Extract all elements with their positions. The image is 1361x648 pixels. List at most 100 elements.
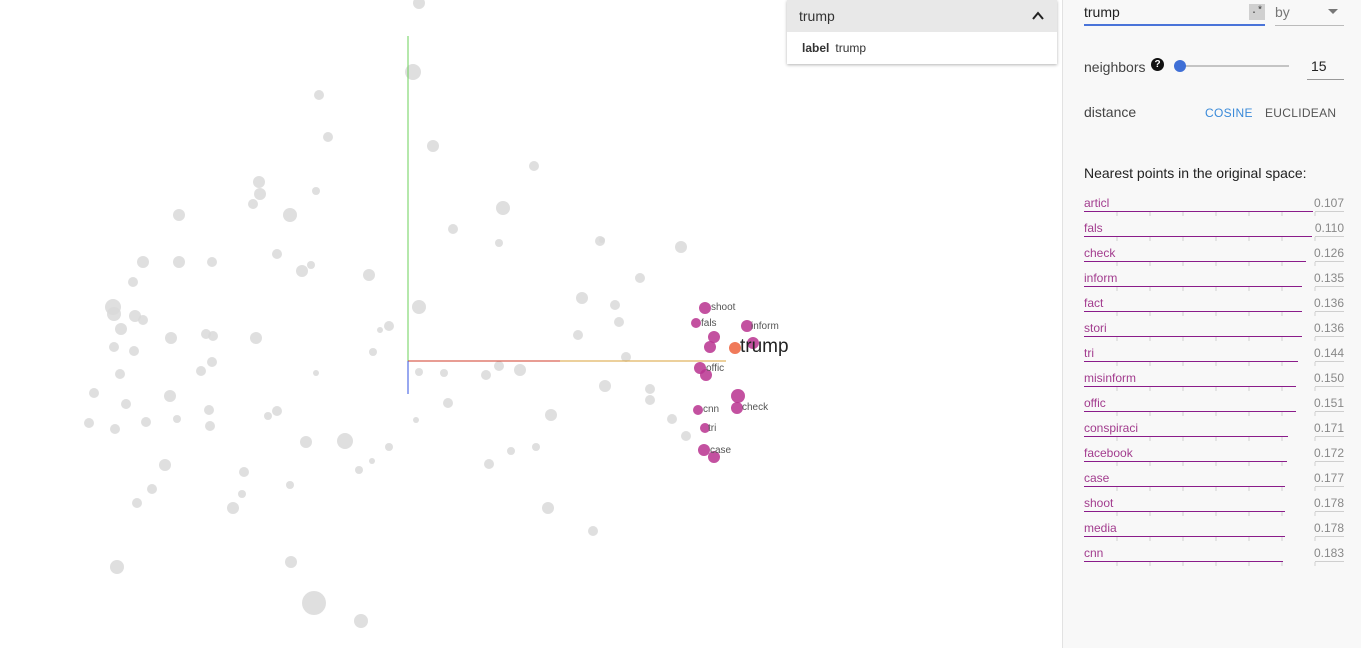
embedding-point[interactable] <box>132 498 142 508</box>
embedding-point[interactable] <box>443 398 453 408</box>
embedding-point[interactable] <box>286 481 294 489</box>
nearest-point-row[interactable]: shoot 0.178 <box>1084 494 1344 519</box>
help-icon[interactable]: ? <box>1151 58 1164 71</box>
nearest-point-row[interactable]: inform 0.135 <box>1084 269 1344 294</box>
embedding-point[interactable] <box>588 526 598 536</box>
nearest-point-row[interactable]: fals 0.110 <box>1084 219 1344 244</box>
embedding-point[interactable] <box>495 239 503 247</box>
embedding-point[interactable] <box>128 277 138 287</box>
embedding-point[interactable] <box>173 256 185 268</box>
embedding-point[interactable] <box>248 199 258 209</box>
nearest-point-word[interactable]: inform <box>1084 271 1118 285</box>
embedding-point[interactable] <box>415 368 423 376</box>
embedding-point[interactable] <box>427 140 439 152</box>
nearest-point-row[interactable]: articl 0.107 <box>1084 194 1344 219</box>
embedding-point[interactable] <box>507 447 515 455</box>
embedding-point[interactable] <box>227 502 239 514</box>
embedding-point[interactable] <box>204 405 214 415</box>
selected-point[interactable] <box>729 342 741 354</box>
embedding-point[interactable] <box>107 307 121 321</box>
neighbor-point[interactable] <box>708 451 720 463</box>
embedding-point[interactable] <box>307 261 315 269</box>
embedding-point[interactable] <box>313 370 319 376</box>
embedding-point[interactable] <box>272 249 282 259</box>
embedding-point[interactable] <box>614 317 624 327</box>
embedding-point[interactable] <box>300 436 312 448</box>
embedding-point[interactable] <box>599 237 605 243</box>
nearest-point-row[interactable]: misinform 0.150 <box>1084 369 1344 394</box>
embedding-point[interactable] <box>494 361 504 371</box>
nearest-point-word[interactable]: fals <box>1084 221 1103 235</box>
embedding-point[interactable] <box>173 415 181 423</box>
neighbor-point[interactable] <box>731 402 743 414</box>
embedding-point[interactable] <box>337 433 353 449</box>
embedding-point[interactable] <box>141 417 151 427</box>
embedding-point[interactable] <box>129 310 141 322</box>
embedding-point[interactable] <box>285 556 297 568</box>
nearest-point-row[interactable]: case 0.177 <box>1084 469 1344 494</box>
regex-toggle-button[interactable]: .* <box>1249 4 1265 20</box>
embedding-point[interactable] <box>296 265 308 277</box>
nearest-point-row[interactable]: stori 0.136 <box>1084 319 1344 344</box>
embedding-point[interactable] <box>205 421 215 431</box>
neighbor-point[interactable] <box>699 302 711 314</box>
embedding-point[interactable] <box>681 431 691 441</box>
neighbors-slider-thumb[interactable] <box>1174 60 1186 72</box>
embedding-point[interactable] <box>312 187 320 195</box>
embedding-point[interactable] <box>354 614 368 628</box>
embedding-point[interactable] <box>110 424 120 434</box>
embedding-point[interactable] <box>164 390 176 402</box>
embedding-point[interactable] <box>264 412 272 420</box>
embedding-point[interactable] <box>110 560 124 574</box>
neighbor-point[interactable] <box>704 341 716 353</box>
nearest-point-word[interactable]: stori <box>1084 321 1107 335</box>
nearest-point-row[interactable]: check 0.126 <box>1084 244 1344 269</box>
embedding-point[interactable] <box>272 406 282 416</box>
nearest-point-word[interactable]: tri <box>1084 346 1094 360</box>
selected-point-header[interactable]: trump <box>787 0 1057 32</box>
embedding-point[interactable] <box>115 323 127 335</box>
neighbor-point[interactable] <box>698 444 710 456</box>
neighbor-point[interactable] <box>691 318 701 328</box>
nearest-point-row[interactable]: fact 0.136 <box>1084 294 1344 319</box>
nearest-point-word[interactable]: misinform <box>1084 371 1137 385</box>
embedding-point[interactable] <box>207 257 217 267</box>
embedding-point[interactable] <box>532 443 540 451</box>
embedding-point[interactable] <box>412 300 426 314</box>
nearest-point-row[interactable]: facebook 0.172 <box>1084 444 1344 469</box>
neighbor-point[interactable] <box>741 320 753 332</box>
nearest-point-word[interactable]: conspiraci <box>1084 421 1139 435</box>
embedding-point[interactable] <box>413 417 419 423</box>
nearest-point-word[interactable]: fact <box>1084 296 1104 310</box>
neighbor-point[interactable] <box>700 423 710 433</box>
embedding-point[interactable] <box>542 502 554 514</box>
distance-euclidean-button[interactable]: EUCLIDEAN <box>1265 106 1337 120</box>
embedding-point[interactable] <box>208 331 218 341</box>
embedding-point[interactable] <box>645 384 655 394</box>
embedding-point[interactable] <box>529 161 539 171</box>
embedding-point[interactable] <box>323 132 333 142</box>
nearest-point-word[interactable]: check <box>1084 246 1116 260</box>
embedding-point[interactable] <box>545 409 557 421</box>
embedding-point[interactable] <box>89 388 99 398</box>
embedding-point[interactable] <box>496 201 510 215</box>
embedding-point[interactable] <box>355 466 363 474</box>
embedding-point[interactable] <box>484 459 494 469</box>
embedding-point[interactable] <box>448 224 458 234</box>
embedding-point[interactable] <box>283 208 297 222</box>
neighbor-point[interactable] <box>731 389 745 403</box>
embedding-point[interactable] <box>369 348 377 356</box>
projection-canvas[interactable]: shoot fals inform offic cnn check tri case trump <box>0 0 1062 648</box>
embedding-point[interactable] <box>84 418 94 428</box>
neighbor-point[interactable] <box>693 405 703 415</box>
nearest-point-row[interactable]: tri 0.144 <box>1084 344 1344 369</box>
embedding-point[interactable] <box>514 364 526 376</box>
nearest-point-word[interactable]: facebook <box>1084 446 1133 460</box>
nearest-point-word[interactable]: articl <box>1084 196 1110 210</box>
embedding-point[interactable] <box>121 399 131 409</box>
embedding-point[interactable] <box>610 300 620 310</box>
nearest-point-row[interactable]: offic 0.151 <box>1084 394 1344 419</box>
embedding-point[interactable] <box>207 357 217 367</box>
embedding-point[interactable] <box>413 0 425 9</box>
nearest-point-word[interactable]: media <box>1084 521 1117 535</box>
